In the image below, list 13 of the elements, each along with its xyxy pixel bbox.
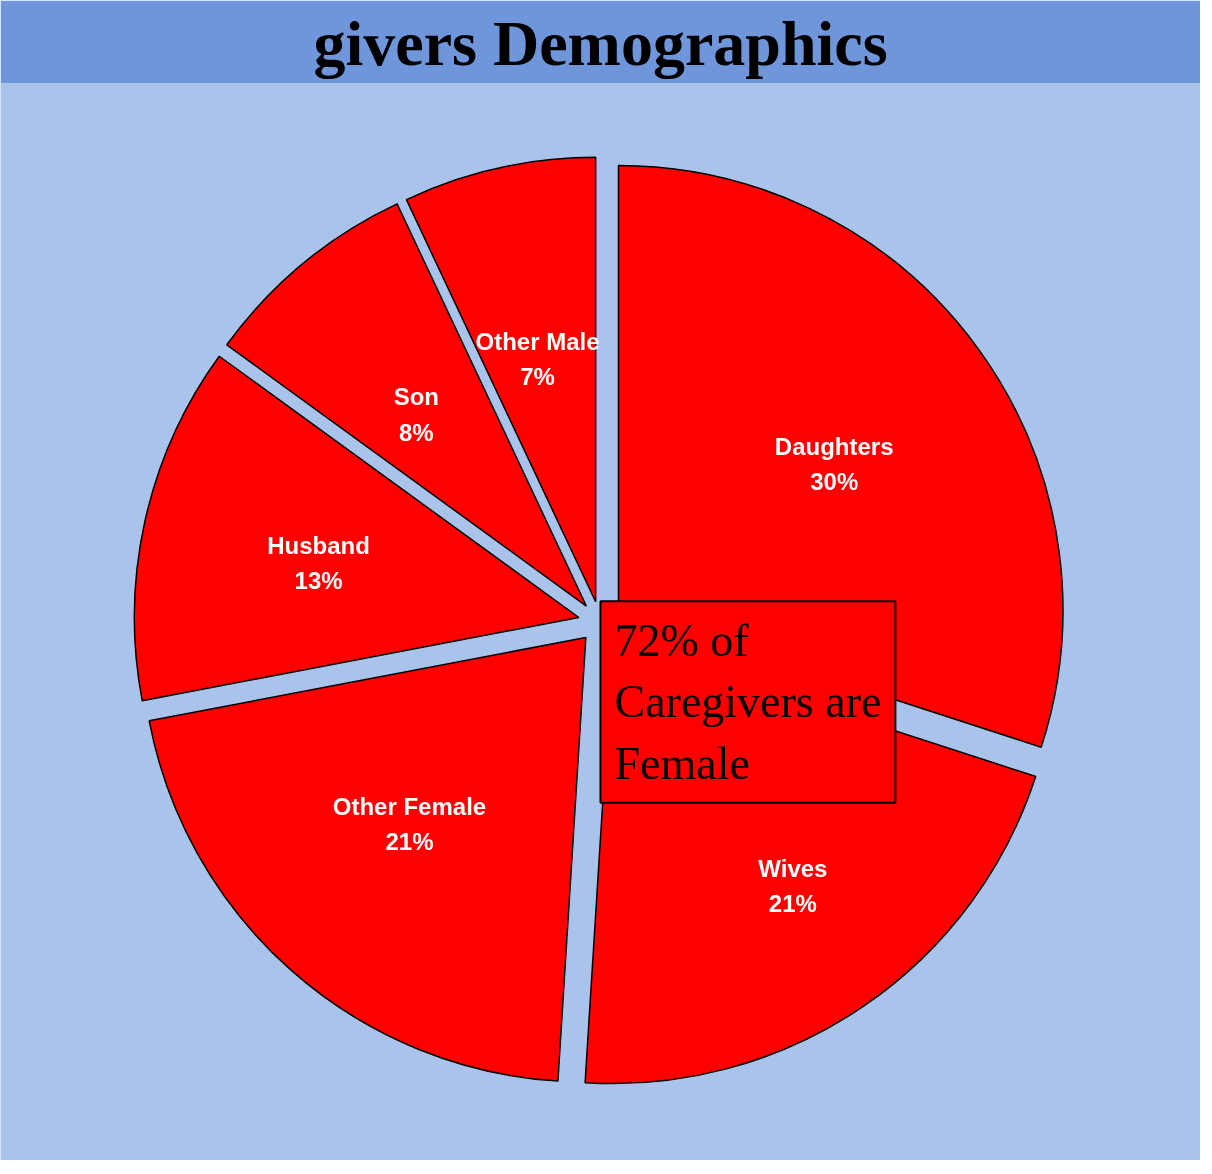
data-label: 7% <box>520 363 555 391</box>
data-label: 30% <box>810 467 859 495</box>
chart-title: givers Demographics <box>313 7 888 79</box>
slice-label: Son <box>393 383 440 411</box>
data-label: 8% <box>399 418 434 446</box>
text: 72% of Caregivers are Female <box>614 615 882 789</box>
slice-label: Wives <box>758 854 828 882</box>
slice-label: Daughters <box>774 432 894 460</box>
data-label: 21% <box>768 889 817 917</box>
data-label: 13% <box>294 567 343 595</box>
data-label: 21% <box>385 828 434 856</box>
slice-label: Husband <box>267 532 370 560</box>
slice-label: Other Female <box>332 792 487 820</box>
